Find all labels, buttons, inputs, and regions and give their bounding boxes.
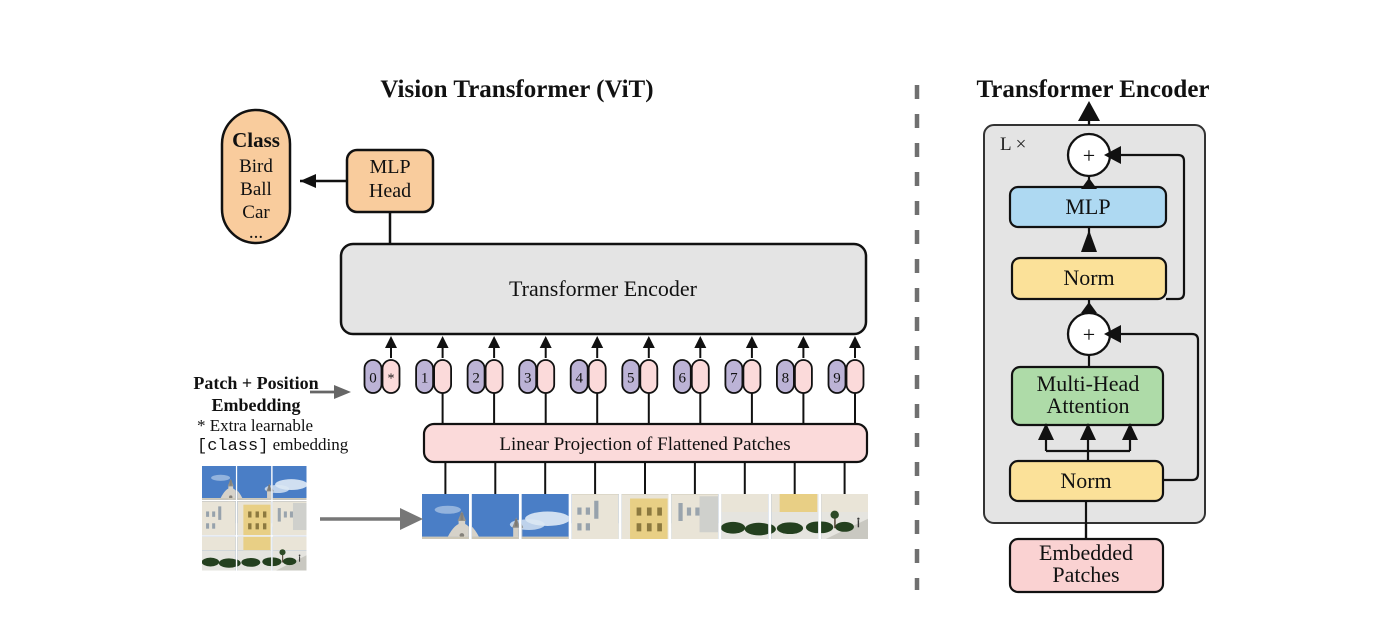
svg-text:Attention: Attention: [1046, 393, 1129, 418]
svg-text:7: 7: [730, 371, 738, 387]
svg-text:3: 3: [524, 371, 532, 387]
svg-text:* Extra learnable: * Extra learnable: [197, 416, 313, 435]
svg-text:Vision Transformer (ViT): Vision Transformer (ViT): [380, 76, 653, 103]
svg-text:...: ...: [249, 222, 263, 243]
svg-text:6: 6: [679, 371, 687, 387]
svg-text:*: *: [388, 372, 395, 387]
svg-text:[class] embedding: [class] embedding: [197, 435, 349, 456]
svg-text:8: 8: [782, 371, 790, 387]
svg-text:Linear Projection of Flattened: Linear Projection of Flattened Patches: [499, 434, 790, 455]
svg-text:Embedding: Embedding: [211, 395, 300, 415]
svg-text:L ×: L ×: [1000, 134, 1026, 155]
svg-text:Class: Class: [232, 128, 280, 152]
svg-text:2: 2: [472, 371, 480, 387]
svg-text:Patches: Patches: [1052, 562, 1119, 587]
svg-text:+: +: [1083, 322, 1095, 347]
svg-text:Ball: Ball: [240, 179, 272, 200]
svg-text:Bird: Bird: [239, 156, 273, 177]
svg-text:0: 0: [369, 371, 377, 387]
svg-text:+: +: [1083, 143, 1095, 168]
svg-text:MLP: MLP: [369, 156, 410, 178]
svg-text:Car: Car: [242, 202, 270, 223]
svg-text:Norm: Norm: [1063, 265, 1114, 290]
svg-text:Head: Head: [369, 180, 411, 202]
svg-text:Patch + Position: Patch + Position: [193, 373, 318, 393]
svg-text:Norm: Norm: [1060, 468, 1111, 493]
svg-text:4: 4: [575, 371, 583, 387]
svg-text:5: 5: [627, 371, 635, 387]
svg-text:MLP: MLP: [1065, 194, 1110, 219]
svg-text:Transformer Encoder: Transformer Encoder: [976, 76, 1209, 103]
svg-text:1: 1: [421, 371, 429, 387]
svg-text:9: 9: [833, 371, 841, 387]
svg-text:Transformer Encoder: Transformer Encoder: [509, 276, 698, 301]
